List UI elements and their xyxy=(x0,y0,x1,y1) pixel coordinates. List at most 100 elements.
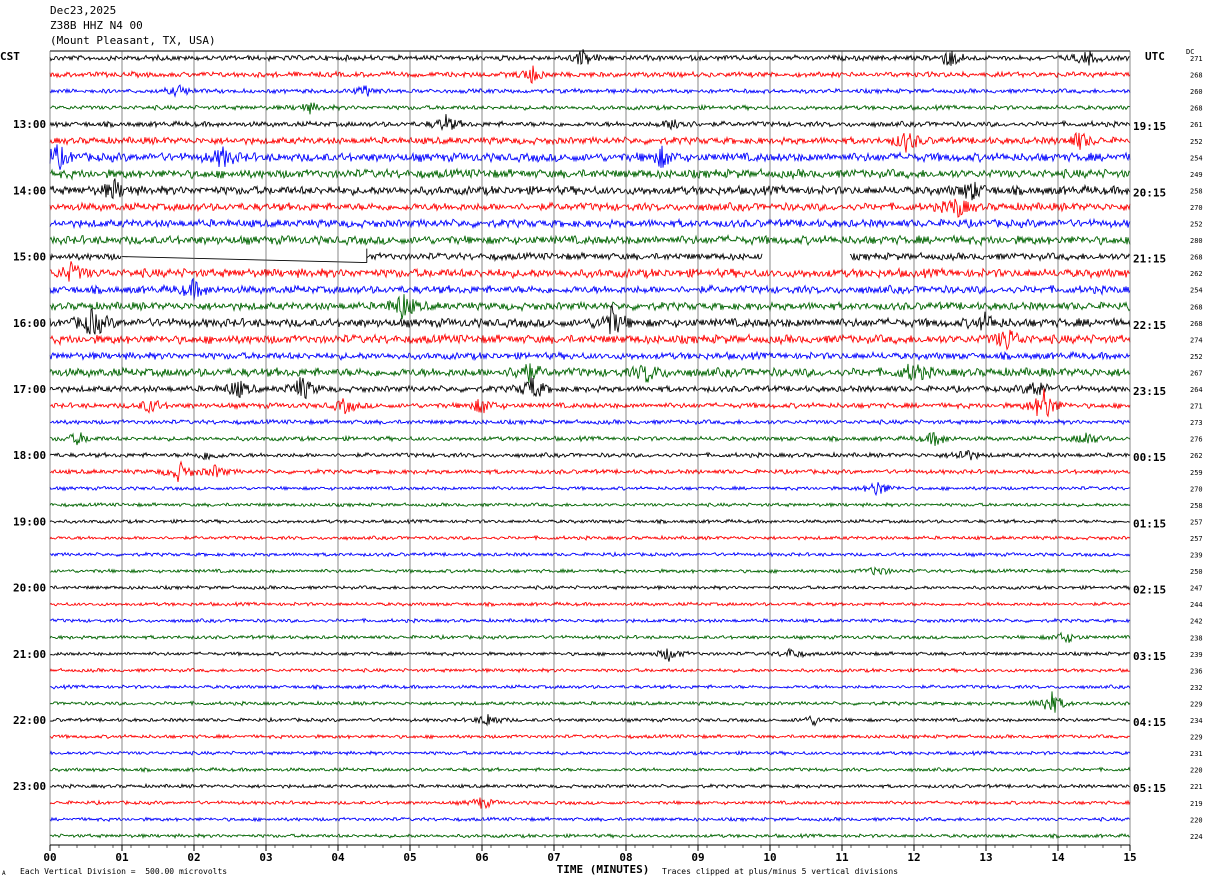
dc-offset-label: 242 xyxy=(1190,618,1203,626)
dc-offset-label: 231 xyxy=(1190,750,1203,758)
dc-offset-label: 260 xyxy=(1190,88,1203,96)
dc-offset-label: 280 xyxy=(1190,237,1203,245)
dc-offset-label: 247 xyxy=(1190,585,1203,593)
left-timezone-label: CST xyxy=(0,50,20,63)
x-tick-label: 15 xyxy=(1123,851,1136,864)
seismic-trace xyxy=(49,277,1131,301)
seismic-trace xyxy=(49,566,1131,576)
utc-hour-label: 00:15 xyxy=(1133,451,1166,464)
clip-note: Traces clipped at plus/minus 5 vertical … xyxy=(662,867,899,876)
seismic-trace xyxy=(49,816,1131,823)
dc-offset-label: 250 xyxy=(1190,568,1203,576)
vertical-division-note: Each Vertical Division = 500.00 microvol… xyxy=(20,867,228,876)
dc-offset-label: 261 xyxy=(1190,121,1203,129)
dc-offset-header: DC xyxy=(1186,48,1195,56)
utc-hour-label: 20:15 xyxy=(1133,186,1166,199)
dc-offset-label: 254 xyxy=(1190,154,1203,162)
seismic-trace xyxy=(49,303,1131,335)
dc-offset-label: 259 xyxy=(1190,469,1203,477)
dc-offset-label: 252 xyxy=(1190,138,1203,146)
dc-offset-label: 262 xyxy=(1190,452,1203,460)
x-tick-label: 13 xyxy=(979,851,992,864)
seismic-trace xyxy=(366,251,763,263)
dc-offset-label: 236 xyxy=(1190,667,1203,675)
header-date: Dec23,2025 xyxy=(50,4,117,17)
dc-offset-label: 276 xyxy=(1190,436,1203,444)
cst-hour-label: 20:00 xyxy=(13,582,46,595)
seismic-trace xyxy=(49,167,1131,181)
cst-hour-label: 22:00 xyxy=(13,714,46,727)
utc-hour-label: 05:15 xyxy=(1133,782,1166,795)
dc-offset-label: 268 xyxy=(1190,254,1203,262)
dc-offset-label: 219 xyxy=(1190,800,1203,808)
minute-grid xyxy=(49,50,1131,851)
cst-hour-label: 17:00 xyxy=(13,383,46,396)
dc-offset-label: 268 xyxy=(1190,72,1203,80)
seismic-trace xyxy=(49,418,1131,426)
x-tick-label: 03 xyxy=(259,851,272,864)
x-tick-label: 06 xyxy=(475,851,489,864)
cst-hour-label: 23:00 xyxy=(13,780,46,793)
x-tick-label: 09 xyxy=(691,851,704,864)
seismic-trace xyxy=(49,584,1131,591)
dc-offset-label: 264 xyxy=(1190,386,1203,394)
cst-hour-label: 16:00 xyxy=(13,317,46,330)
seismic-trace xyxy=(49,449,1131,461)
seismic-trace xyxy=(49,647,1131,662)
seismic-trace xyxy=(49,460,1131,482)
dc-offset-label: 271 xyxy=(1190,55,1203,63)
x-tick-label: 11 xyxy=(835,851,849,864)
seismic-trace xyxy=(49,217,1131,230)
utc-hour-label: 22:15 xyxy=(1133,319,1166,332)
seismic-trace xyxy=(49,667,1131,674)
seismic-trace xyxy=(49,84,1131,98)
cst-hour-label: 19:00 xyxy=(13,515,46,528)
dc-offset-label: 229 xyxy=(1190,700,1203,708)
seismic-trace xyxy=(49,114,1131,131)
seismic-trace xyxy=(49,198,1131,218)
dc-offset-label: 274 xyxy=(1190,336,1203,344)
dc-offset-label: 221 xyxy=(1190,783,1203,791)
seismic-trace xyxy=(49,691,1131,713)
cst-hour-label: 13:00 xyxy=(13,118,46,131)
utc-hour-label: 19:15 xyxy=(1133,120,1166,133)
seismic-trace xyxy=(49,714,1131,727)
seismic-trace xyxy=(49,601,1131,608)
seismic-trace xyxy=(49,329,1131,351)
seismic-trace xyxy=(49,750,1131,757)
x-tick-label: 02 xyxy=(187,851,200,864)
dc-offset-label: 270 xyxy=(1190,204,1203,212)
seismic-trace xyxy=(49,102,1131,115)
seismic-trace xyxy=(49,261,1131,282)
seismic-trace xyxy=(49,131,1131,153)
dc-offset-label: 232 xyxy=(1190,684,1203,692)
dc-offset-label: 252 xyxy=(1190,221,1203,229)
cst-hour-label: 21:00 xyxy=(13,648,46,661)
seismic-trace xyxy=(49,683,1131,691)
seismic-trace xyxy=(849,251,1131,262)
cst-hour-label: 15:00 xyxy=(13,251,46,264)
utc-hour-label: 03:15 xyxy=(1133,650,1166,663)
seismic-trace xyxy=(49,766,1131,774)
dc-offset-label: 273 xyxy=(1190,419,1203,427)
x-tick-label: 01 xyxy=(115,851,129,864)
seismic-trace xyxy=(49,363,1131,383)
seismic-trace xyxy=(49,432,1131,446)
seismic-trace xyxy=(49,294,1131,320)
seismic-trace xyxy=(49,144,1131,170)
dc-offset-label: 254 xyxy=(1190,287,1203,295)
seismic-trace xyxy=(49,350,1131,361)
seismic-trace xyxy=(49,832,1131,840)
dc-offset-label: 229 xyxy=(1190,734,1203,742)
flat-gap-line xyxy=(121,256,367,264)
dc-offset-label: 239 xyxy=(1190,552,1203,560)
x-tick-label: 07 xyxy=(547,851,560,864)
trace-group xyxy=(49,49,1131,840)
dc-offset-label: 244 xyxy=(1190,601,1203,609)
axis-labels: 00 01 02 03 04 05 06 07 08 09 10 11 12 13 14 15 271 268 26… xyxy=(13,55,1203,864)
x-axis-title: TIME (MINUTES) xyxy=(557,863,650,876)
seismic-trace xyxy=(49,65,1131,85)
seismic-trace xyxy=(49,49,1131,66)
seismic-trace xyxy=(49,518,1131,525)
